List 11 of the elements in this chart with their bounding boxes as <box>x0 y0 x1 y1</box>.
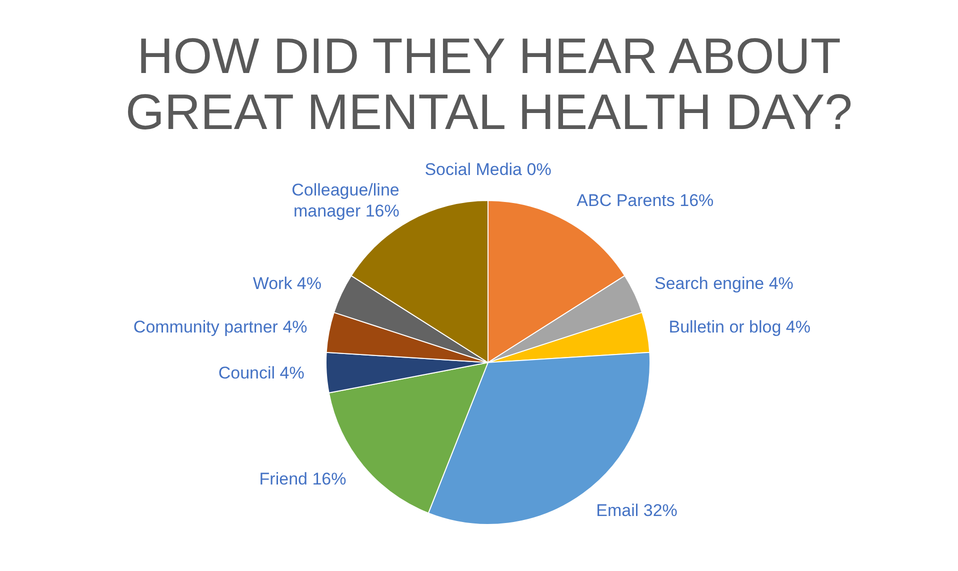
slice-label: Search engine 4% <box>654 274 794 293</box>
slice-label: Colleague/line manager 16% <box>292 180 400 220</box>
category-label: Social Media 0% <box>424 160 552 180</box>
slice-label: Email 32% <box>596 501 678 520</box>
slice-label: Community partner 4% <box>133 318 308 337</box>
slice-label: Bulletin or blog 4% <box>668 318 811 337</box>
chart-title: HOW DID THEY HEAR ABOUT GREAT MENTAL HEALTH DAY? <box>124 28 854 140</box>
slice-label: Friend 16% <box>259 469 346 488</box>
slice-label: Work 4% <box>252 274 322 293</box>
slice-label: Council 4% <box>218 364 304 383</box>
slice-label: ABC Parents 16% <box>576 190 714 210</box>
